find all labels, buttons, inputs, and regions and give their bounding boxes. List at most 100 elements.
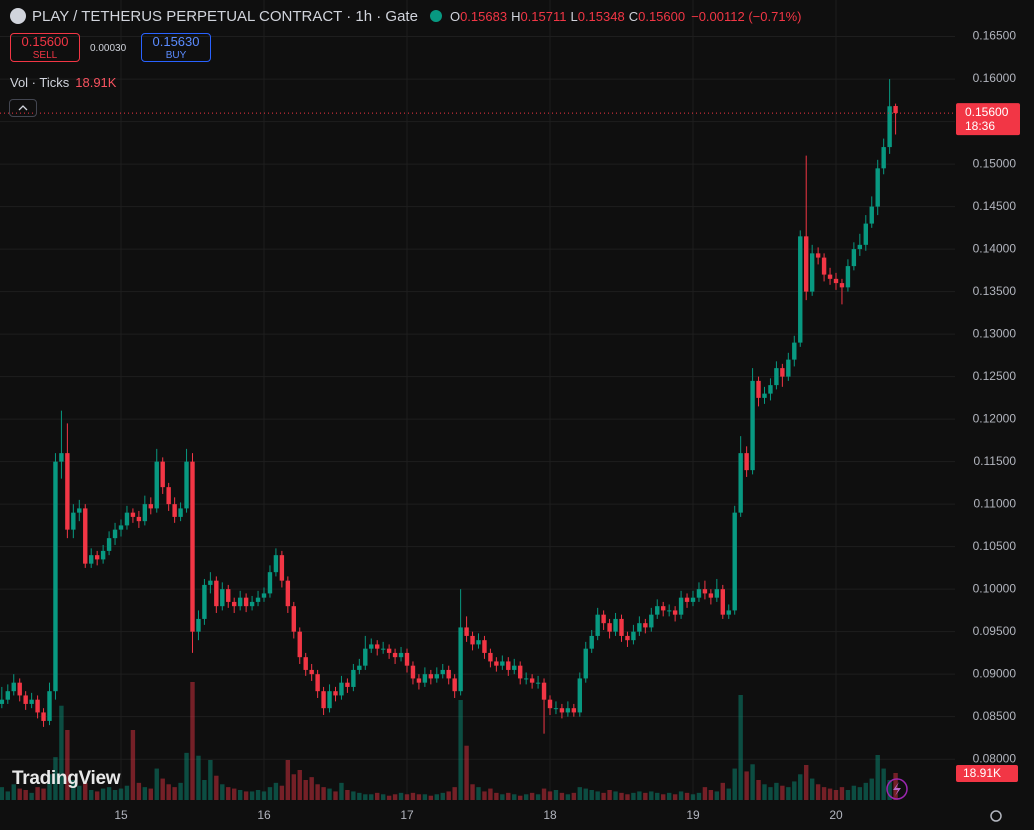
volume-bar <box>869 778 874 800</box>
volume-bar <box>571 792 577 800</box>
volume-bar <box>863 782 868 800</box>
volume-bar <box>416 794 422 800</box>
candle-body <box>625 635 630 641</box>
volume-bar <box>893 772 898 800</box>
volume-bar <box>452 787 457 800</box>
x-tick-label: 18 <box>543 808 557 822</box>
candle-body <box>833 278 839 284</box>
buy-button[interactable]: 0.15630 BUY <box>141 33 211 62</box>
volume-bar <box>178 782 183 800</box>
alert-icon[interactable] <box>886 778 908 800</box>
candle-body <box>440 669 445 675</box>
volume-bar <box>369 794 374 800</box>
last-price-box <box>956 103 1020 136</box>
volume-bar <box>35 787 40 800</box>
candle-body <box>422 674 428 683</box>
volume-bar <box>619 792 624 800</box>
volume-bar <box>249 791 255 800</box>
volume-bar <box>464 745 469 800</box>
candle-body <box>583 648 588 679</box>
ohlc-value: 0.15683 <box>460 8 508 24</box>
volume-bar <box>279 785 285 800</box>
volume-bar <box>351 791 356 800</box>
candle-body <box>327 691 332 709</box>
candle-body <box>553 708 559 710</box>
volume-bar <box>482 791 487 800</box>
volume-bar <box>166 784 171 800</box>
volume-bar <box>786 787 791 800</box>
candle-body <box>249 601 255 607</box>
volume-bar <box>762 784 767 800</box>
volume-bar <box>547 791 553 800</box>
volume-bar <box>839 787 845 800</box>
volume-bar <box>315 784 320 800</box>
candle-body <box>369 644 374 649</box>
volume-bar <box>106 787 112 800</box>
candle-body <box>774 368 779 386</box>
candle-body <box>637 623 642 632</box>
candle-body <box>792 342 797 360</box>
volume-bar <box>881 768 886 800</box>
alert-bolt <box>893 782 901 796</box>
volume-bar <box>327 788 332 800</box>
candle-body <box>565 708 571 713</box>
y-tick-label: 0.16000 <box>973 71 1017 85</box>
last-price-label: 0.15600 <box>965 105 1009 119</box>
volume-bar <box>0 787 5 800</box>
candle-body <box>154 461 159 509</box>
volume-bar <box>720 782 725 800</box>
candle-body <box>571 708 577 713</box>
settings-icon[interactable] <box>990 810 1002 822</box>
candle-body <box>595 614 600 636</box>
candle-body <box>601 614 606 624</box>
volume-bar <box>684 792 690 800</box>
sell-button[interactable]: 0.15600 SELL <box>10 33 80 62</box>
volume-bar <box>565 794 571 800</box>
ohlc-key: C <box>628 8 639 24</box>
candle-body <box>166 487 171 505</box>
volume-bar <box>523 794 529 800</box>
volume-label: 18.91K <box>963 766 1001 780</box>
collapse-button[interactable] <box>9 99 37 117</box>
volume-bar <box>446 791 451 800</box>
candle-body <box>375 644 380 649</box>
volume-bar <box>678 791 684 800</box>
candle-body <box>59 453 64 462</box>
x-tick-label: 19 <box>686 808 700 822</box>
candle-body <box>333 691 338 696</box>
volume-bar <box>875 755 880 800</box>
volume-bar <box>750 764 755 800</box>
candles <box>0 79 898 734</box>
volume-bar <box>494 792 499 800</box>
ohlc-key: L <box>570 8 578 24</box>
volume-bar <box>94 791 100 800</box>
candle-body <box>780 368 785 377</box>
volume-bar <box>768 787 773 800</box>
candle-body <box>136 516 142 522</box>
volume-bar <box>345 790 350 800</box>
candle-body <box>666 610 672 612</box>
x-tick-label: 17 <box>400 808 414 822</box>
volume-bar <box>857 787 863 800</box>
volume-bar <box>702 787 708 800</box>
y-tick-label: 0.12000 <box>973 411 1017 425</box>
volume-bar <box>375 792 380 800</box>
candle-body <box>607 623 612 632</box>
volume-bar <box>118 788 124 800</box>
brand: TradingView <box>12 768 121 789</box>
volume-bar <box>690 794 696 800</box>
indicator-value: 18.91K <box>75 75 117 90</box>
ohlc: O0.15683 H0.15711 L0.15348 C0.15600 <box>450 9 689 24</box>
candle-body <box>65 453 70 530</box>
volume-bar <box>780 785 785 800</box>
candle-body <box>786 359 791 377</box>
candle-body <box>559 708 565 713</box>
volume-bar <box>5 791 10 800</box>
candle-body <box>291 606 296 632</box>
volume-bar <box>404 794 410 800</box>
volume-bar <box>184 752 189 800</box>
y-tick-label: 0.16500 <box>973 29 1017 43</box>
volume-bar <box>148 788 153 800</box>
candle-body <box>357 665 362 670</box>
